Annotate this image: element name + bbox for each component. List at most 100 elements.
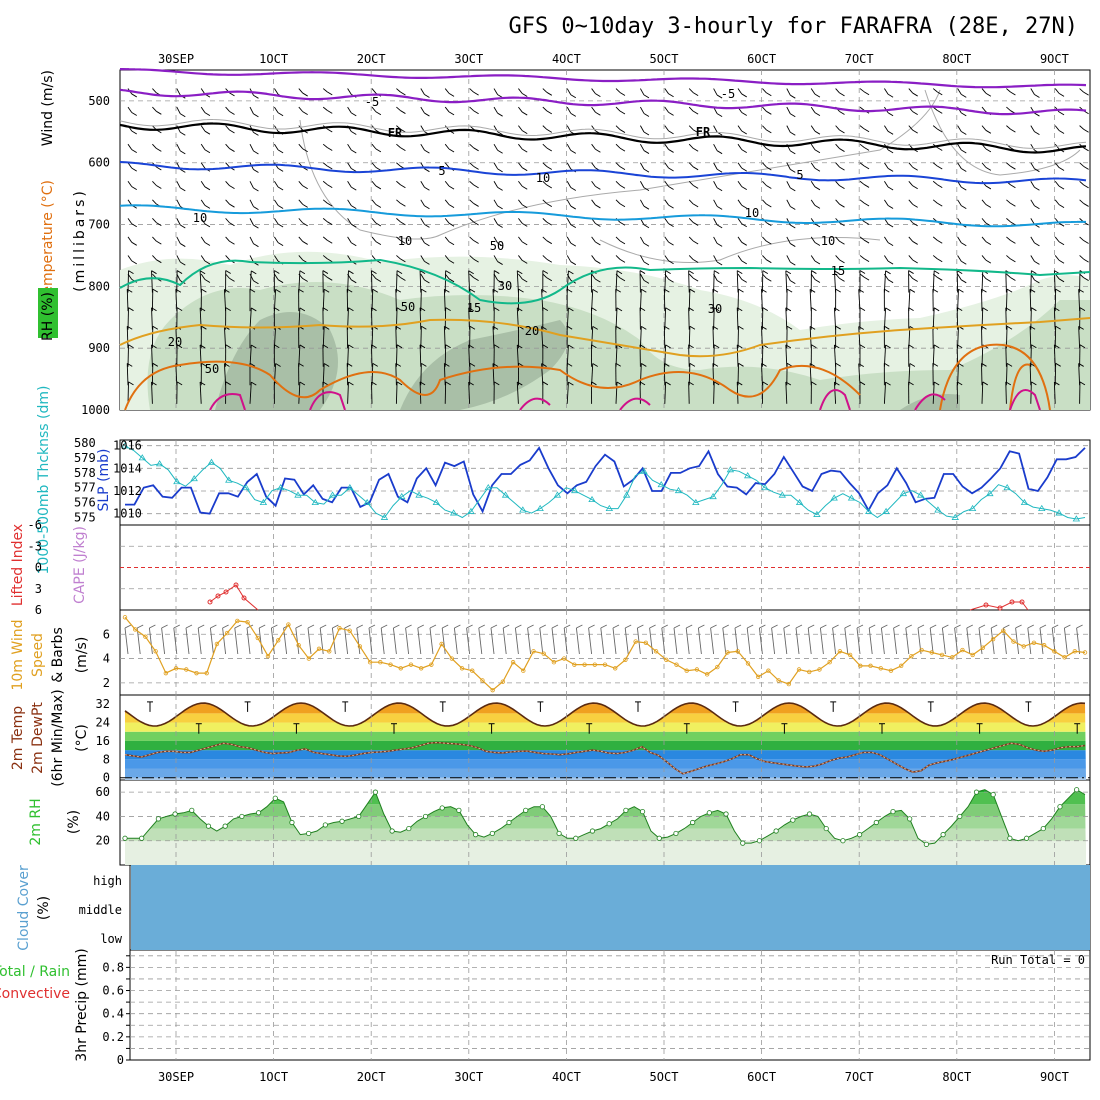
wind-barb: [493, 218, 499, 225]
thickness-marker: [1038, 504, 1046, 511]
wind-barb: [1054, 236, 1060, 243]
wind-barb-flag: [1010, 184, 1016, 189]
wind-barb-flag: [741, 130, 747, 135]
wind-barb: [492, 289, 495, 312]
wind-barb: [835, 273, 840, 279]
isotherm-label: 15: [831, 264, 845, 278]
wind-barb-flag: [1029, 325, 1036, 330]
wind-barb-flag: [839, 166, 845, 171]
wind-barb-flag: [668, 278, 674, 283]
wind-barb-flag: [249, 362, 256, 367]
slp-ylabel: SLP (mb): [96, 448, 112, 511]
wind-barb: [469, 106, 474, 112]
wind-barb-flag: [229, 222, 235, 227]
wind10m-barb: [307, 627, 312, 655]
wind-barb: [1054, 255, 1060, 261]
wind10m-marker: [786, 681, 792, 687]
wind-barb-flag: [419, 344, 426, 349]
wind-barb-flag: [961, 260, 967, 265]
wind10m-barb-flag: [539, 624, 547, 629]
wind10m-barb-flag: [588, 624, 595, 629]
wind-barb-flag: [299, 307, 306, 312]
isotherm-minus5-a: [119, 88, 1087, 116]
wind-barb-flag: [541, 363, 547, 367]
wind-barb-flag: [839, 148, 845, 152]
wind-barb-flag: [592, 288, 598, 293]
wind-barb-flag: [643, 279, 650, 284]
wind-barb-flag: [521, 278, 528, 283]
wind-barb: [737, 181, 743, 187]
wind-barb: [469, 162, 474, 167]
wind-barb: [518, 255, 523, 261]
wind-barb: [981, 363, 983, 386]
wind-barb-flag: [716, 224, 723, 229]
thickness-marker: [778, 491, 787, 498]
wind-barb: [493, 162, 499, 170]
ylabel-wind10m-c: & Barbs: [50, 627, 66, 683]
wind-barb: [127, 199, 133, 206]
wind-barb-flag: [641, 363, 647, 367]
wind-barb-flag: [887, 112, 894, 117]
wind-barb: [516, 344, 519, 367]
wind-barb-flag: [400, 184, 406, 189]
wind-barb-flag: [839, 92, 845, 97]
thickness-marker: [657, 480, 665, 488]
isotherm-label: -5: [365, 95, 379, 109]
wind-barb-flag: [689, 325, 696, 330]
thickness-marker: [259, 498, 268, 506]
wind-barb: [225, 162, 230, 168]
wind-barb-flag: [204, 149, 211, 154]
wind-barb: [443, 326, 446, 349]
wind-barb-flag: [277, 149, 284, 154]
wind10m-marker: [133, 627, 138, 632]
wind-barb-flag: [346, 288, 353, 293]
wind-barb: [664, 236, 669, 243]
wind-barb: [542, 106, 548, 112]
wind-barb: [347, 236, 352, 243]
wind-barb-flag: [1079, 307, 1086, 312]
wind-barb-flag: [1034, 279, 1040, 284]
wind10m-marker: [265, 653, 271, 659]
thickness-marker: [415, 491, 423, 498]
wind-barb-flag: [176, 381, 183, 386]
time-tick-bottom: 4OCT: [552, 1070, 581, 1084]
temp-band: [125, 731, 1086, 741]
wind10m-barb: [783, 627, 788, 655]
wind10m-barb: [636, 627, 641, 655]
wind-barb-flag: [1034, 94, 1040, 98]
wind-barb-flag: [863, 221, 870, 225]
wind10m-barb: [844, 627, 849, 655]
wind-barb-flag: [619, 240, 626, 245]
wind10m-marker: [572, 662, 577, 667]
time-tick-top: 7OCT: [845, 52, 874, 66]
wind-barb-flag: [152, 325, 159, 330]
wind-barb: [688, 270, 690, 293]
wind-barb-flag: [546, 110, 553, 115]
wind10m-barb-flag: [454, 624, 461, 629]
wind-barb-flag: [1010, 239, 1016, 244]
wind-barb: [688, 125, 694, 131]
wind10m-marker: [704, 672, 710, 677]
wind-barb-flag: [595, 204, 601, 209]
wind-barb-flag: [469, 325, 476, 330]
wind-barb: [1078, 326, 1081, 349]
time-tick-bottom: 6OCT: [747, 1070, 776, 1084]
rh2m-marker: [356, 813, 362, 820]
thickness-marker: [1055, 509, 1063, 516]
wind10m-barb: [124, 627, 129, 655]
wind-barb-flag: [448, 241, 455, 246]
wind-barb: [518, 199, 523, 206]
wind10m-barbs: [124, 624, 1083, 655]
wind-barb-flag: [887, 279, 894, 284]
thickness-marker: [605, 504, 614, 511]
wind10m-marker: [378, 660, 383, 665]
wind-barb-flag: [814, 130, 821, 135]
wind-barb: [518, 125, 523, 131]
wind-barb: [444, 236, 450, 243]
wind-barb: [444, 218, 450, 224]
wind-barb-flag: [716, 113, 723, 117]
wind-barb: [932, 125, 938, 130]
wind-barb-flag: [885, 344, 891, 349]
wind-barb: [1054, 125, 1060, 131]
wind10m-barb: [234, 627, 239, 655]
